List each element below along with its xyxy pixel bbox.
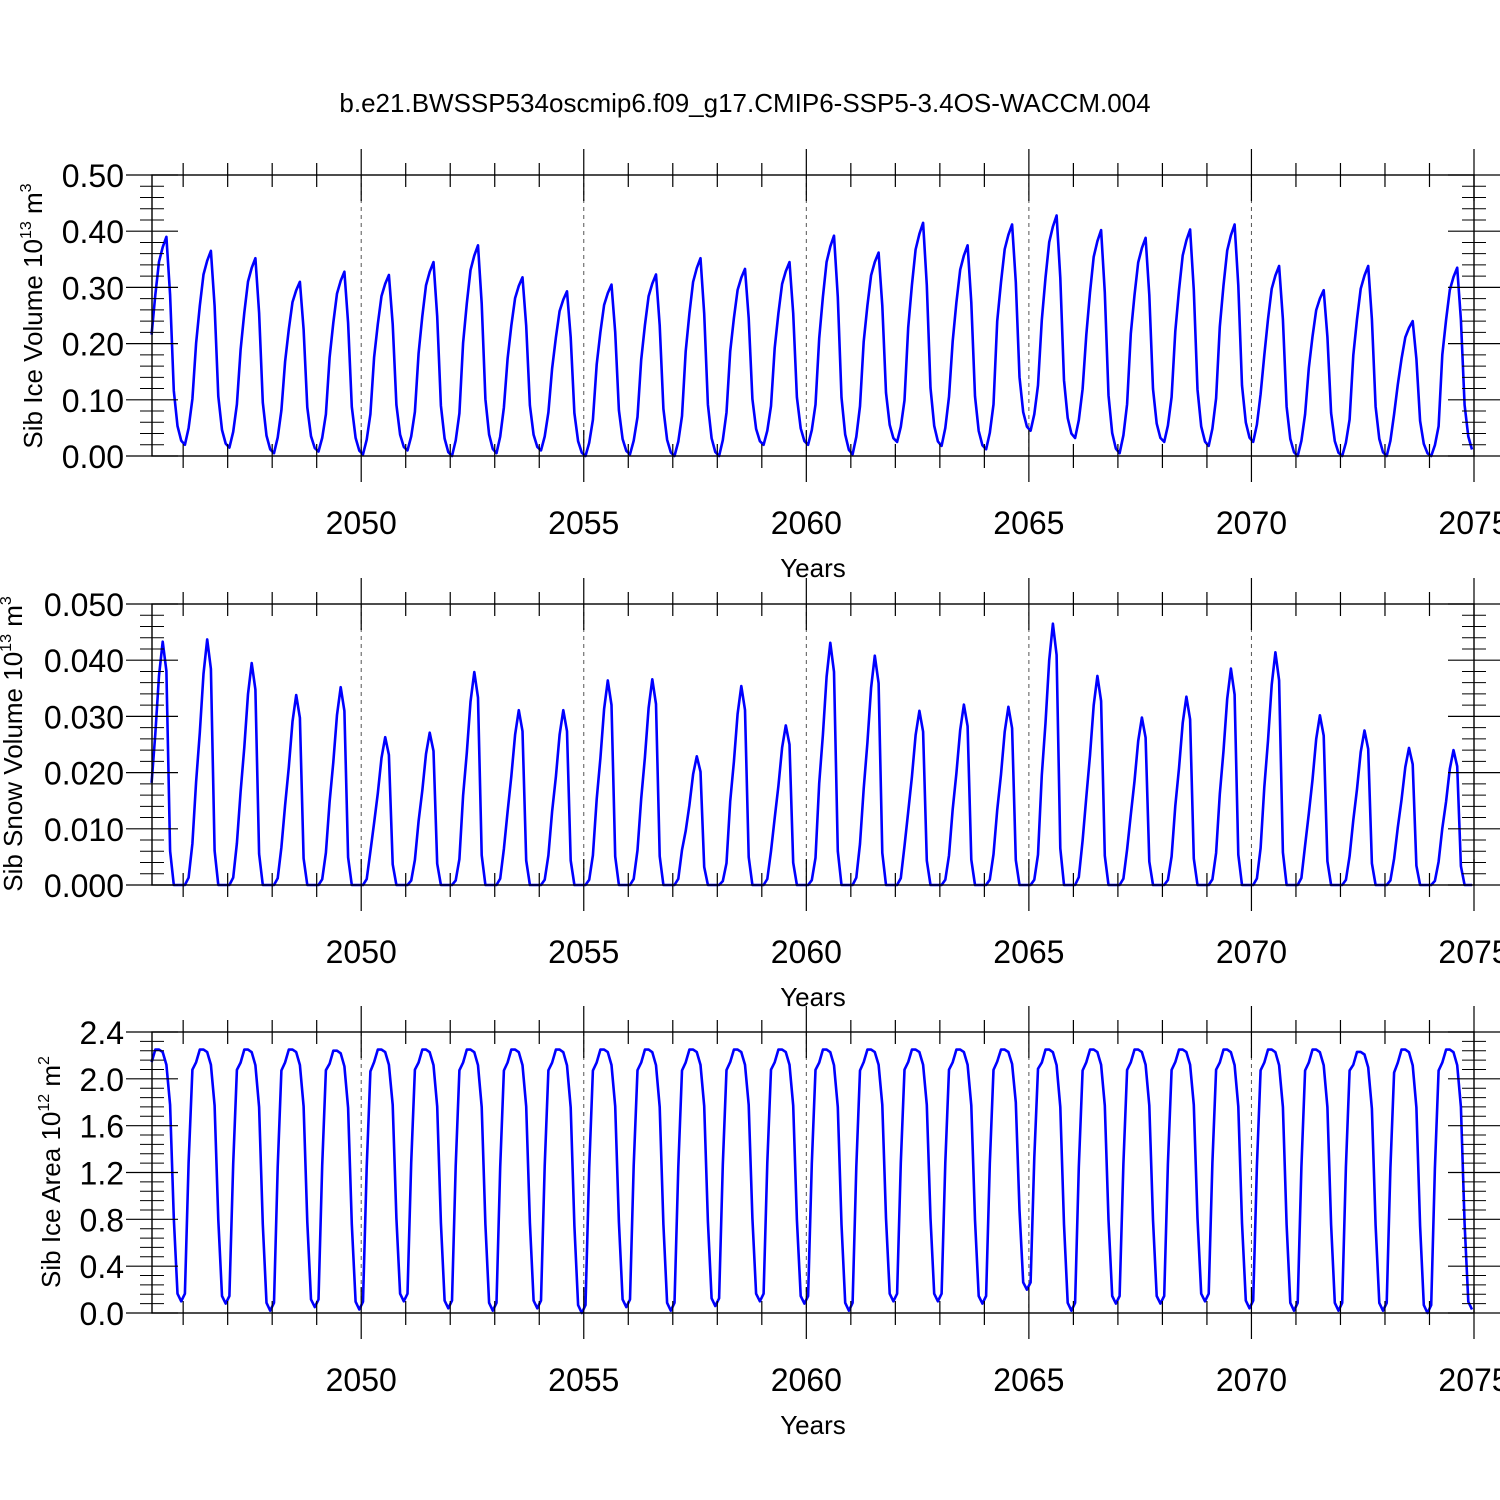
y-tick-label: 0.020 [44,756,124,792]
y-tick-label: 0.8 [80,1202,124,1238]
y-tick-label: 0.10 [62,383,124,419]
x-tick-label: 2055 [548,934,619,970]
panels: 0.00 0.10 0.20 0.30 0.40 0.50 2050 2055 2060 2065… [0,149,1500,1440]
y-tick-label: 0.050 [44,587,124,623]
x-tick-label: 2060 [771,505,842,541]
x-tick-label: 2070 [1216,934,1287,970]
y-tick-label: 0.4 [80,1249,124,1285]
plot-frame [151,174,1475,457]
x-tick-label: 2060 [771,1362,842,1398]
x-tick-label: 2065 [993,934,1064,970]
x-tick-label: 2075 [1438,934,1500,970]
y-tick-label: 0.20 [62,327,124,363]
y-tick-label: 0.000 [44,868,124,904]
x-tick-label: 2050 [326,934,397,970]
panel-sib-ice-volume: 0.00 0.10 0.20 0.30 0.40 0.50 2050 2055 2060 2065… [18,149,1500,583]
panel-sib-snow-volume: 0.000 0.010 0.020 0.030 0.040 0.050 2050 2055 20… [0,578,1500,1012]
y-axis-label: Sib Ice Area 1012 m2 [36,1056,66,1288]
figure-title: b.e21.BWSSP534oscmip6.f09_g17.CMIP6-SSP5… [339,88,1150,118]
y-tick-label: 1.2 [80,1156,124,1192]
x-tick-label: 2070 [1216,505,1287,541]
x-tick-label: 2060 [771,934,842,970]
y-tick-label: 1.6 [80,1109,124,1145]
y-tick-label: 0.0 [80,1296,124,1332]
y-tick-label: 0.010 [44,812,124,848]
x-tick-label: 2070 [1216,1362,1287,1398]
y-tick-label: 0.00 [62,439,124,475]
y-axis-label: Sib Snow Volume 1013 m3 [0,596,28,892]
panel-sib-ice-area: 0.0 0.4 0.8 1.2 1.6 2.0 2.4 2050 2055 2060 2065 207… [36,1006,1500,1440]
y-tick-label: 2.4 [80,1015,124,1051]
x-tick-label: 2075 [1438,1362,1500,1398]
x-axis-label: Years [780,1410,846,1440]
y-tick-label: 0.40 [62,214,124,250]
x-tick-label: 2055 [548,1362,619,1398]
y-tick-label: 0.040 [44,643,124,679]
y-axis-label: Sib Ice Volume 1013 m3 [18,183,48,448]
x-tick-label: 2055 [548,505,619,541]
x-tick-label: 2050 [326,505,397,541]
y-tick-label: 0.30 [62,270,124,306]
x-tick-label: 2065 [993,505,1064,541]
y-tick-label: 0.50 [62,158,124,194]
x-tick-label: 2050 [326,1362,397,1398]
y-tick-label: 2.0 [80,1062,124,1098]
x-axis-label: Years [780,982,846,1012]
series-line [150,622,1472,887]
plot-frame [151,603,1475,886]
y-tick-label: 0.030 [44,699,124,735]
series-line [150,1048,1474,1315]
x-tick-label: 2075 [1438,505,1500,541]
series-line [150,214,1474,458]
x-axis-label: Years [780,553,846,583]
x-tick-label: 2065 [993,1362,1064,1398]
